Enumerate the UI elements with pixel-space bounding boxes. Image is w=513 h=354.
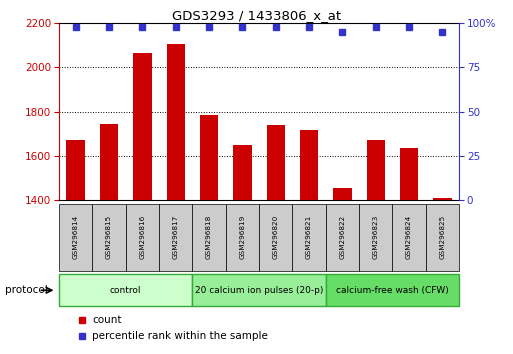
Text: GSM296823: GSM296823 — [373, 215, 379, 259]
Text: GSM296814: GSM296814 — [73, 215, 78, 259]
Text: GSM296820: GSM296820 — [273, 215, 279, 259]
Text: GSM296819: GSM296819 — [240, 215, 245, 259]
Bar — [133, 53, 151, 200]
Bar — [433, 198, 451, 200]
Text: calcium-free wash (CFW): calcium-free wash (CFW) — [336, 286, 449, 295]
Bar — [292, 204, 326, 271]
Bar — [192, 274, 326, 306]
Text: GDS3293 / 1433806_x_at: GDS3293 / 1433806_x_at — [172, 9, 341, 22]
Bar — [200, 115, 218, 200]
Bar — [259, 204, 292, 271]
Text: GSM296816: GSM296816 — [140, 215, 145, 259]
Text: GSM296825: GSM296825 — [440, 215, 445, 259]
Text: GSM296824: GSM296824 — [406, 215, 412, 259]
Bar — [267, 125, 285, 200]
Bar — [359, 204, 392, 271]
Text: control: control — [110, 286, 142, 295]
Text: GSM296817: GSM296817 — [173, 215, 179, 259]
Bar — [92, 204, 126, 271]
Bar — [59, 204, 92, 271]
Bar — [100, 124, 118, 200]
Bar — [167, 44, 185, 200]
Text: 20 calcium ion pulses (20-p): 20 calcium ion pulses (20-p) — [195, 286, 323, 295]
Bar — [67, 140, 85, 200]
Bar — [226, 204, 259, 271]
Bar — [367, 140, 385, 200]
Bar — [333, 188, 351, 200]
Text: GSM296822: GSM296822 — [340, 215, 345, 259]
Bar — [392, 204, 426, 271]
Bar — [300, 130, 318, 200]
Text: GSM296815: GSM296815 — [106, 215, 112, 259]
Bar — [59, 274, 192, 306]
Bar — [426, 204, 459, 271]
Bar — [400, 148, 418, 200]
Bar — [326, 204, 359, 271]
Text: GSM296821: GSM296821 — [306, 215, 312, 259]
Bar — [192, 204, 226, 271]
Bar — [233, 145, 251, 200]
Bar — [159, 204, 192, 271]
Bar — [326, 274, 459, 306]
Text: count: count — [92, 315, 122, 325]
Text: protocol: protocol — [5, 285, 48, 295]
Text: percentile rank within the sample: percentile rank within the sample — [92, 331, 268, 341]
Bar — [126, 204, 159, 271]
Text: GSM296818: GSM296818 — [206, 215, 212, 259]
